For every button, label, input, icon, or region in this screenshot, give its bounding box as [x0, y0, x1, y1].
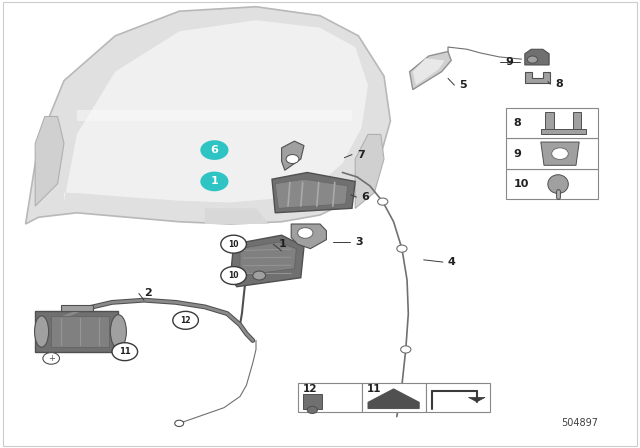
Circle shape [307, 406, 317, 414]
FancyBboxPatch shape [426, 383, 490, 412]
Polygon shape [368, 389, 419, 409]
Text: +: + [48, 354, 54, 363]
Polygon shape [61, 305, 93, 311]
Text: 1: 1 [278, 239, 286, 249]
Polygon shape [291, 224, 326, 249]
Circle shape [253, 271, 266, 280]
Text: 11: 11 [119, 347, 131, 356]
Circle shape [43, 353, 60, 364]
FancyBboxPatch shape [362, 383, 426, 412]
Circle shape [378, 198, 388, 205]
Text: 2: 2 [144, 289, 152, 298]
Text: 10: 10 [513, 179, 529, 189]
Polygon shape [205, 208, 269, 224]
Text: 9: 9 [513, 149, 521, 159]
Polygon shape [26, 7, 390, 224]
Circle shape [200, 172, 228, 191]
Polygon shape [77, 110, 352, 121]
Polygon shape [275, 179, 348, 208]
Text: 8: 8 [513, 118, 521, 128]
Polygon shape [541, 129, 586, 134]
Text: 5: 5 [460, 80, 467, 90]
Circle shape [527, 56, 538, 63]
Ellipse shape [35, 316, 49, 347]
Text: 3: 3 [355, 237, 363, 247]
Polygon shape [272, 172, 355, 213]
Text: 11: 11 [367, 384, 381, 394]
Polygon shape [413, 58, 445, 85]
Ellipse shape [548, 175, 568, 194]
Polygon shape [525, 49, 549, 65]
Polygon shape [410, 52, 451, 90]
Polygon shape [240, 242, 296, 276]
Polygon shape [51, 316, 109, 347]
Text: 10: 10 [228, 271, 239, 280]
FancyBboxPatch shape [506, 108, 598, 138]
Text: 6: 6 [211, 145, 218, 155]
Polygon shape [545, 112, 554, 129]
Circle shape [401, 346, 411, 353]
Text: 6: 6 [362, 192, 369, 202]
Polygon shape [35, 311, 118, 352]
Text: 504897: 504897 [561, 418, 598, 428]
Text: 9: 9 [506, 57, 513, 67]
Text: 8: 8 [556, 79, 563, 89]
Polygon shape [35, 116, 64, 206]
Polygon shape [355, 134, 384, 208]
FancyBboxPatch shape [506, 169, 598, 199]
Text: 12: 12 [180, 316, 191, 325]
Text: 4: 4 [448, 257, 456, 267]
Ellipse shape [110, 314, 127, 349]
Polygon shape [64, 20, 368, 202]
Polygon shape [525, 72, 550, 83]
Circle shape [286, 155, 299, 164]
Polygon shape [282, 141, 304, 170]
Polygon shape [303, 394, 322, 409]
Circle shape [175, 420, 184, 426]
Polygon shape [573, 112, 581, 129]
Text: 7: 7 [357, 150, 365, 159]
Circle shape [200, 140, 228, 160]
Text: 12: 12 [303, 384, 317, 394]
Circle shape [552, 148, 568, 159]
Circle shape [221, 267, 246, 284]
FancyBboxPatch shape [506, 138, 598, 169]
Polygon shape [541, 142, 579, 165]
Circle shape [397, 245, 407, 252]
Circle shape [112, 343, 138, 361]
Circle shape [221, 235, 246, 253]
Circle shape [173, 311, 198, 329]
Polygon shape [230, 235, 304, 287]
Circle shape [298, 228, 313, 238]
Text: 1: 1 [211, 177, 218, 186]
FancyBboxPatch shape [298, 383, 362, 412]
Text: 10: 10 [228, 240, 239, 249]
Polygon shape [468, 397, 485, 402]
